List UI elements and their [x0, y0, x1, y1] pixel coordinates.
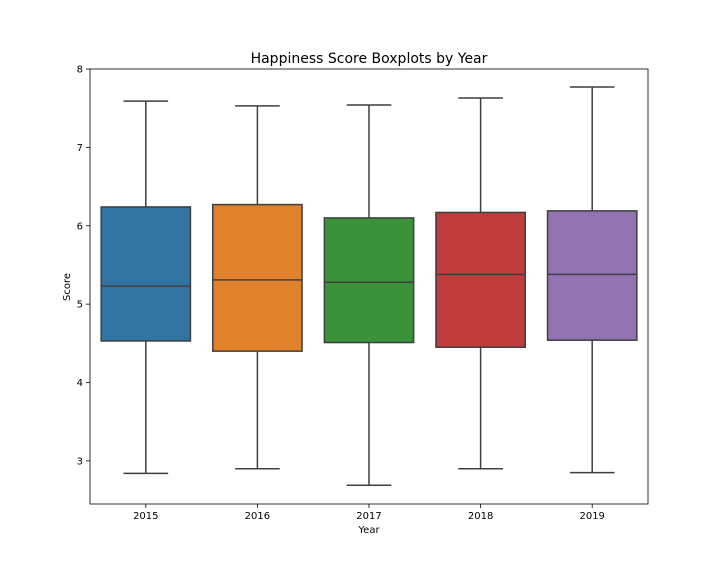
- box-2019: [546, 210, 638, 341]
- y-tick-label: 7: [77, 143, 83, 154]
- box-2018: [435, 211, 526, 348]
- box-2015: [100, 206, 192, 342]
- box-2017: [323, 217, 415, 344]
- y-axis-label: Score: [62, 273, 73, 301]
- y-tick-label: 6: [77, 221, 83, 232]
- x-tick-label: 2015: [133, 511, 158, 522]
- x-tick-label: 2018: [468, 511, 493, 522]
- x-tick-label: 2017: [356, 511, 381, 522]
- x-tick-label: 2019: [579, 511, 604, 522]
- chart-title: Happiness Score Boxplots by Year: [251, 51, 488, 67]
- y-tick-label: 4: [77, 378, 83, 389]
- x-axis-label: Year: [357, 525, 380, 536]
- x-tick-label: 2016: [245, 511, 270, 522]
- y-tick-label: 8: [77, 65, 83, 76]
- y-tick-label: 5: [77, 300, 83, 311]
- y-tick-label: 3: [77, 456, 83, 467]
- box-2016: [212, 203, 303, 352]
- plot-area: 3 4 5 6 7 8 2015 2016 2017 2018 2019: [77, 65, 649, 522]
